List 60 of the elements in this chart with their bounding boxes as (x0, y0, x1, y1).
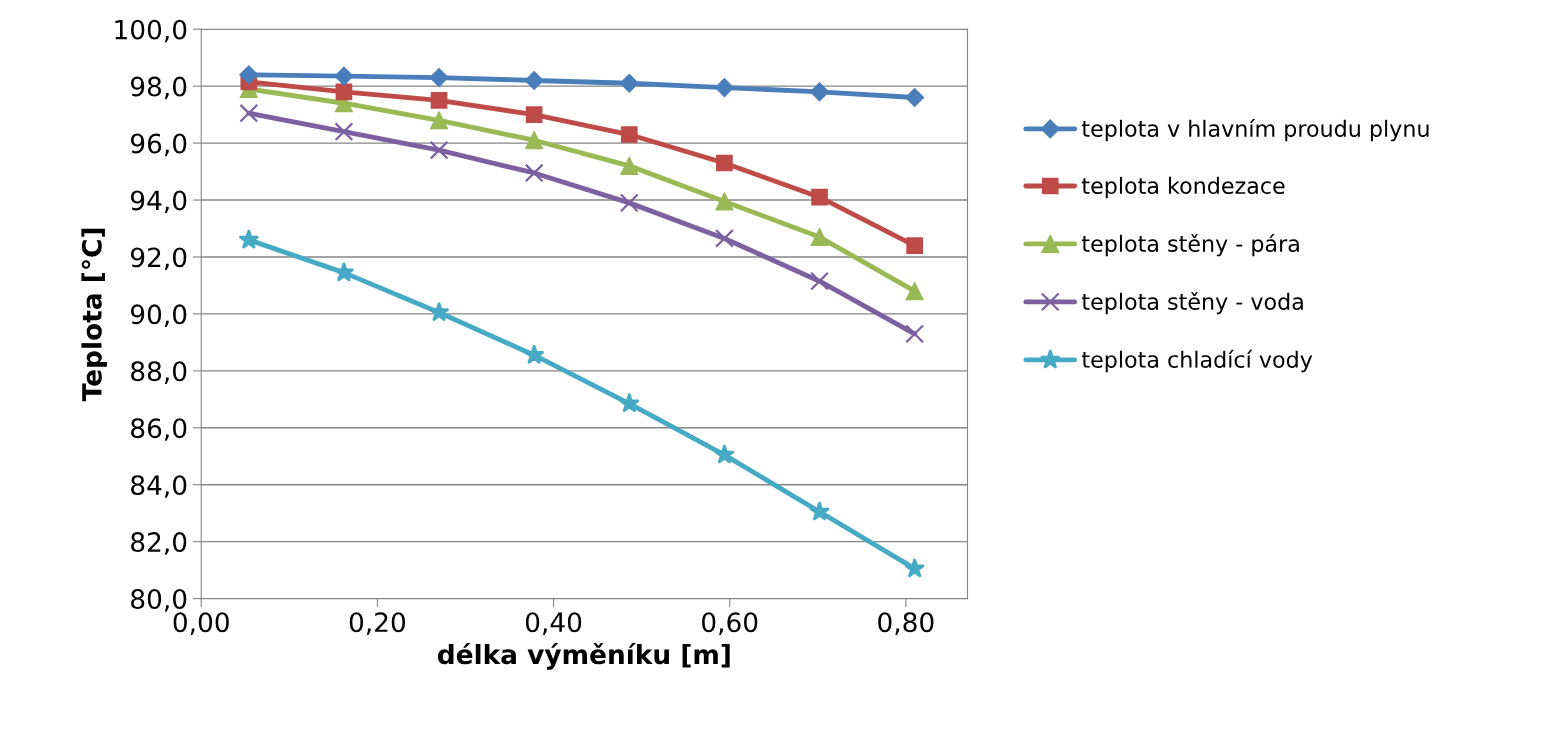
point (524, 70, 544, 90)
x-tick-label: 0,80 (878, 612, 934, 635)
point (429, 68, 449, 88)
point (523, 344, 545, 365)
point (714, 229, 734, 248)
legend-label: teplota chladící vody (1081, 349, 1313, 373)
y-tick-label: 94,0 (130, 190, 187, 214)
point (715, 192, 734, 211)
point (618, 392, 640, 413)
legend-label: teplota stěny - pára (1081, 233, 1299, 257)
point (525, 131, 544, 150)
point (238, 229, 260, 249)
point (524, 163, 544, 183)
point (335, 83, 353, 101)
y-tick-label: 84,0 (131, 475, 187, 498)
point (619, 193, 639, 213)
point (334, 66, 354, 86)
x-tick-label: 0,20 (349, 612, 406, 635)
point (810, 271, 829, 291)
y-tick-label: 86,0 (131, 418, 187, 441)
y-tick-label: 88,0 (131, 361, 187, 384)
point (428, 301, 450, 322)
point (430, 111, 449, 130)
y-axis-title: Teplota [°C] (81, 228, 107, 402)
point (430, 92, 448, 109)
point (620, 156, 639, 175)
x-axis-title: délka výměníku [m] (437, 642, 730, 670)
point (620, 126, 638, 143)
point (811, 188, 828, 206)
point (905, 324, 925, 344)
point (809, 500, 830, 521)
legend-label: teplota v hlavním proudu plynu (1081, 118, 1429, 142)
y-tick-label: 90,0 (130, 304, 187, 327)
point (714, 443, 735, 464)
y-tick-label: 96,0 (130, 133, 187, 157)
point (905, 87, 925, 108)
point (239, 103, 259, 123)
x-tick-label: 0,60 (702, 612, 758, 635)
point (429, 140, 449, 160)
point (810, 228, 829, 247)
point (239, 65, 259, 85)
point (714, 78, 734, 98)
point (906, 237, 923, 254)
point (525, 106, 543, 123)
point (333, 261, 355, 282)
point (905, 282, 924, 301)
x-tick-label: 0,00 (173, 612, 229, 635)
y-tick-label: 92,0 (130, 247, 187, 271)
y-tick-label: 98,0 (130, 76, 187, 100)
x-tick-label: 0,40 (525, 612, 582, 635)
point (716, 154, 733, 172)
point (809, 82, 830, 102)
legend-label: teplota kondezace (1081, 176, 1285, 199)
y-tick-label: 100,0 (115, 19, 187, 43)
y-tick-label: 82,0 (131, 532, 187, 555)
point (904, 557, 926, 578)
legend-label: teplota stěny - voda (1081, 291, 1303, 315)
point (334, 122, 354, 142)
point (619, 73, 639, 93)
y-tick-label: 80,0 (131, 589, 187, 612)
